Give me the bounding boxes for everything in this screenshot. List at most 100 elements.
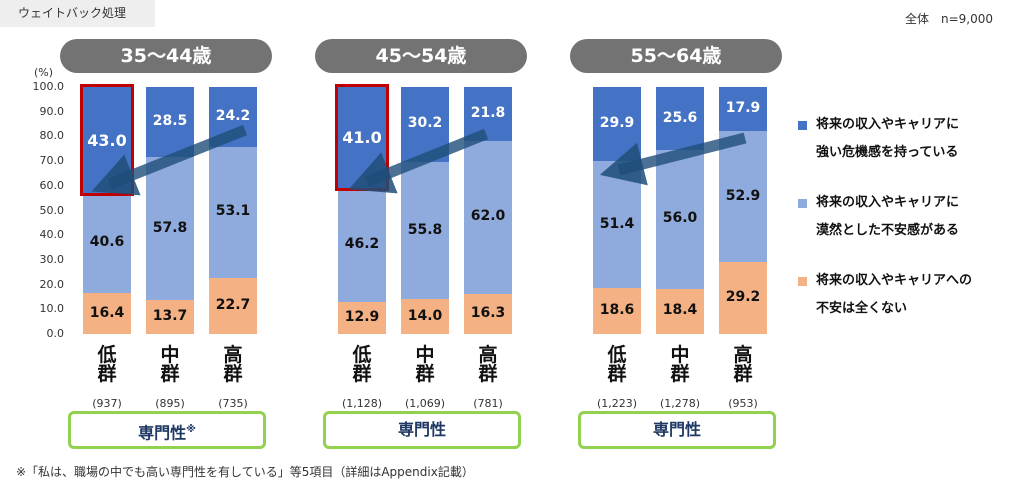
bar-segment xyxy=(209,146,257,278)
data-label: 57.8 xyxy=(152,219,188,236)
bar-segment xyxy=(401,161,449,300)
sample-size-label: (735) xyxy=(218,397,248,410)
legend-swatch xyxy=(798,199,807,208)
bar-segment xyxy=(146,87,194,158)
trend-arrow-35-44 xyxy=(91,124,248,196)
bar-segment xyxy=(719,261,767,334)
sample-size-label: (1,278) xyxy=(659,397,701,410)
group-header: 35～44歳 xyxy=(60,39,272,73)
trend-arrow-45-54 xyxy=(348,128,489,194)
data-label: 21.8 xyxy=(470,104,506,121)
segment-axis-text: 専門性 xyxy=(397,420,446,439)
data-label: 16.3 xyxy=(470,304,506,321)
sample-size-label: (1,128) xyxy=(341,397,383,410)
y-tick-label: 20.0 xyxy=(39,277,65,291)
segment-axis-label: 専門性 xyxy=(578,411,776,449)
legend-swatch xyxy=(798,277,807,286)
weight-label: ウェイトバック処理 xyxy=(0,0,155,27)
segment-axis-label: 専門性 xyxy=(323,411,521,449)
data-label: 46.2 xyxy=(344,236,380,253)
data-label: 52.9 xyxy=(725,187,761,204)
data-label: 14.0 xyxy=(407,307,443,324)
bar-segment xyxy=(338,302,386,334)
category-label: 中群 xyxy=(415,344,435,385)
legend-label: 将来の収入やキャリアへの 不安は全くない xyxy=(816,267,1015,323)
footnote: ※「私は、職場の中でも高い専門性を有している」等5項目（詳細はAppendix記… xyxy=(16,465,474,479)
segment-axis-text: 専門性 xyxy=(652,420,701,439)
bar-segment xyxy=(656,87,704,151)
y-tick-label: 80.0 xyxy=(39,129,65,143)
legend-label-line: 将来の収入やキャリアへの xyxy=(816,273,973,288)
bar-segment xyxy=(401,299,449,334)
legend-label-line: 将来の収入やキャリアに xyxy=(816,195,960,210)
sample-size-label: (1,069) xyxy=(404,397,446,410)
bar-segment xyxy=(209,277,257,334)
data-label: 13.7 xyxy=(152,308,188,325)
y-tick-label: 10.0 xyxy=(39,302,65,316)
data-label: 29.9 xyxy=(599,115,635,132)
data-label: 40.6 xyxy=(89,234,125,251)
bar-segment xyxy=(464,86,512,141)
sample-size-label: (781) xyxy=(473,397,503,410)
bar-segment xyxy=(656,288,704,334)
data-label: 25.6 xyxy=(662,109,698,126)
legend-label-line: 将来の収入やキャリアに xyxy=(816,117,960,132)
bar-segment xyxy=(146,300,194,334)
y-axis-unit: (%) xyxy=(34,66,54,79)
data-label: 28.5 xyxy=(152,113,188,130)
footnote-mark: ※ xyxy=(186,424,196,435)
data-label: 18.6 xyxy=(599,302,635,319)
group-header: 55～64歳 xyxy=(570,39,782,73)
y-tick-label: 0.0 xyxy=(46,327,65,340)
category-label: 高群 xyxy=(733,344,753,385)
sample-size-label: (953) xyxy=(728,397,758,410)
y-tick-label: 50.0 xyxy=(39,203,65,217)
bar-segment xyxy=(593,288,641,334)
y-tick-label: 40.0 xyxy=(39,228,65,242)
data-label: 18.4 xyxy=(662,302,698,319)
data-label: 51.4 xyxy=(599,215,635,232)
segment-axis-text: 専門性 xyxy=(138,423,187,443)
bar-segment xyxy=(83,193,131,294)
sample-size-label: (937) xyxy=(92,397,122,410)
legend-label-line: 強い危機感を持っている xyxy=(816,145,959,160)
data-label: 53.1 xyxy=(215,203,251,220)
legend-label: 将来の収入やキャリアに 漠然とした不安感がある xyxy=(816,189,1015,245)
y-tick-label: 100.0 xyxy=(32,80,65,93)
bar-segment xyxy=(83,293,131,334)
data-label: 62.0 xyxy=(470,208,506,225)
data-label: 43.0 xyxy=(87,131,127,151)
legend-label: 将来の収入やキャリアに 強い危機感を持っている xyxy=(816,111,1015,167)
y-tick-label: 70.0 xyxy=(39,154,65,168)
data-label: 22.7 xyxy=(215,296,251,313)
bar-segment xyxy=(338,188,386,303)
data-label: 24.2 xyxy=(215,107,251,124)
group-header: 45～54歳 xyxy=(315,39,527,73)
category-label: 高群 xyxy=(478,344,498,385)
data-label: 16.4 xyxy=(89,304,125,321)
data-label: 41.0 xyxy=(342,128,382,148)
data-label: 30.2 xyxy=(407,115,443,132)
category-label: 低群 xyxy=(97,344,117,385)
data-label: 29.2 xyxy=(725,288,761,305)
data-label: 17.9 xyxy=(725,100,761,117)
data-label: 55.8 xyxy=(407,221,443,238)
legend-label-line: 不安は全くない xyxy=(816,301,908,316)
data-label: 56.0 xyxy=(662,210,698,227)
segment-axis-label: 専門性※ xyxy=(68,411,266,449)
data-label: 12.9 xyxy=(344,309,380,326)
bar-segment xyxy=(464,140,512,294)
category-label: 中群 xyxy=(670,344,690,385)
y-tick-label: 60.0 xyxy=(39,178,65,192)
sample-size-label: (895) xyxy=(155,397,185,410)
legend-label-line: 漠然とした不安感がある xyxy=(816,223,960,238)
sample-note: 全体 n=9,000 xyxy=(904,12,993,26)
y-tick-label: 30.0 xyxy=(39,252,65,266)
category-label: 高群 xyxy=(223,344,243,385)
category-label: 中群 xyxy=(160,344,180,385)
trend-arrow-55-64 xyxy=(599,132,747,186)
bar-segment xyxy=(719,87,767,132)
bar-segment xyxy=(464,293,512,334)
bar-segment xyxy=(656,150,704,289)
